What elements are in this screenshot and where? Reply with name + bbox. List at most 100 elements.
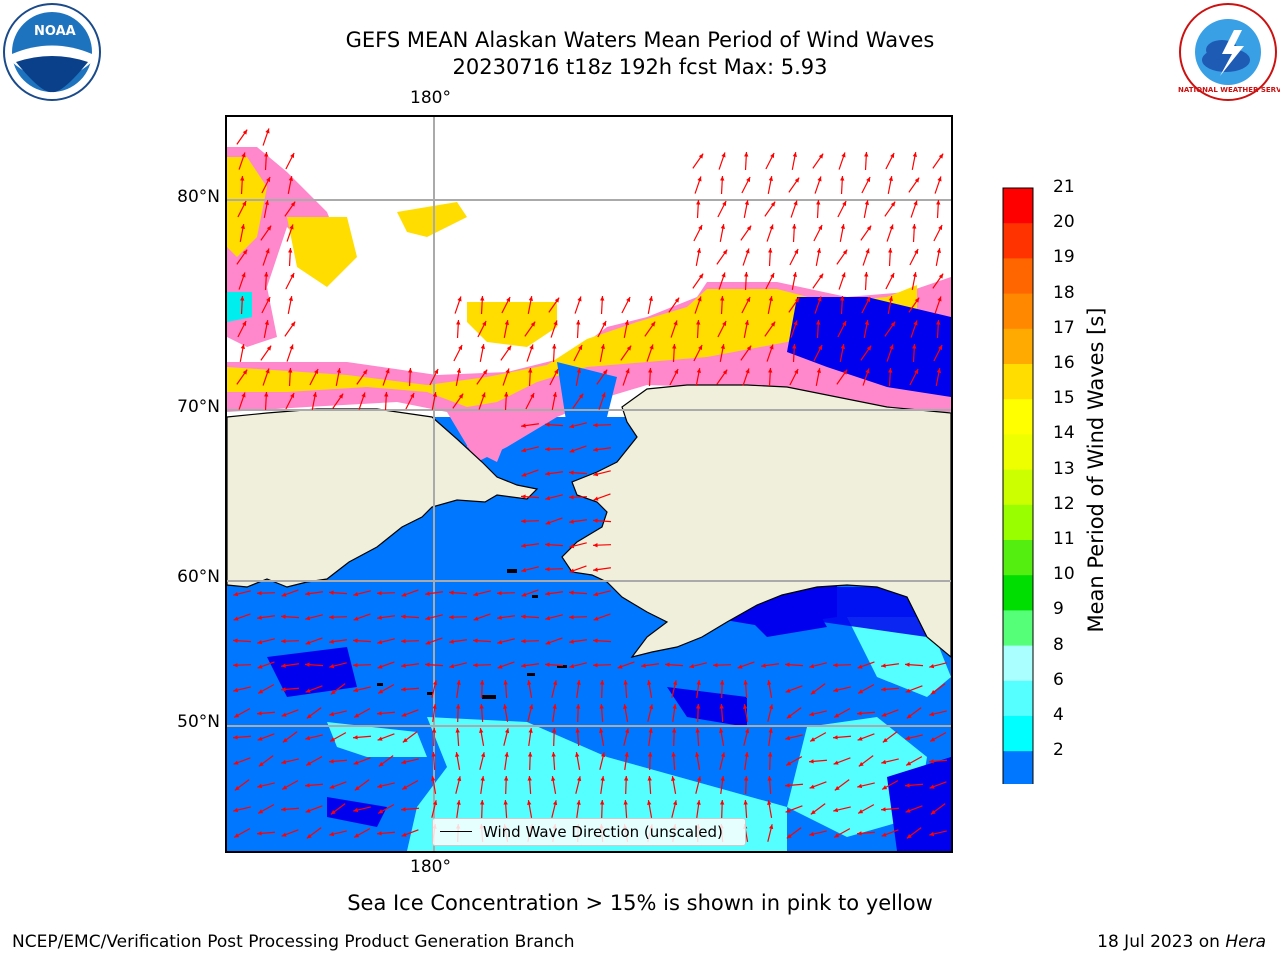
wave-direction-arrowhead bbox=[818, 224, 823, 230]
wave-direction-arrowhead bbox=[906, 833, 912, 839]
wave-direction-arrowhead bbox=[746, 345, 752, 351]
wave-direction-arrowhead bbox=[329, 784, 335, 789]
colorbar-segment bbox=[1003, 716, 1033, 752]
wave-direction-arrowhead bbox=[841, 272, 846, 278]
lat-label-70: 70°N bbox=[177, 397, 220, 417]
wave-direction-arrowhead bbox=[353, 807, 359, 813]
wave-direction-arrowhead bbox=[769, 344, 774, 350]
wave-direction-arrowhead bbox=[929, 711, 935, 717]
wave-direction-arrowhead bbox=[473, 638, 478, 643]
wave-direction-arrowhead bbox=[650, 321, 656, 327]
colorbar-tick-label: 9 bbox=[1053, 599, 1064, 620]
wave-direction-arrowhead bbox=[624, 320, 629, 325]
wave-direction-arrowhead bbox=[408, 368, 413, 373]
wave-direction-arrowhead bbox=[938, 273, 944, 279]
nws-logo-text: NATIONAL WEATHER SERVICE bbox=[1178, 86, 1280, 94]
wave-direction-arrowhead bbox=[786, 713, 792, 719]
wave-direction-arrowhead bbox=[767, 752, 773, 757]
wave-direction-arrowhead bbox=[696, 368, 701, 373]
wave-direction-arrowhead bbox=[720, 176, 725, 181]
wave-direction-arrowhead bbox=[938, 153, 944, 159]
wave-direction-arrowhead bbox=[890, 272, 895, 278]
wave-direction-arrowhead bbox=[600, 344, 605, 349]
wave-direction-arrowhead bbox=[842, 200, 847, 206]
wave-direction-arrowhead bbox=[377, 783, 383, 789]
wave-direction-arrowhead bbox=[432, 704, 437, 709]
wave-direction-arrowhead bbox=[569, 470, 574, 475]
wave-direction-arrowhead bbox=[378, 761, 384, 767]
wave-direction-arrowhead bbox=[864, 152, 869, 157]
wave-direction-arrowhead bbox=[354, 713, 360, 718]
wave-direction-arrowhead bbox=[794, 177, 800, 183]
wave-direction-arrowhead bbox=[719, 800, 725, 805]
wave-direction-arrowhead bbox=[290, 392, 295, 398]
wave-direction-arrowhead bbox=[793, 320, 798, 326]
wave-direction-arrowhead bbox=[722, 320, 727, 326]
wave-direction-arrowhead bbox=[617, 664, 623, 669]
wave-direction-arrowhead bbox=[479, 680, 485, 685]
wave-direction-arrowhead bbox=[455, 704, 461, 709]
wave-direction-arrowhead bbox=[905, 688, 911, 693]
wave-direction-arrowhead bbox=[378, 689, 384, 694]
wave-direction-arrowhead bbox=[593, 447, 598, 452]
wave-direction-arrowhead bbox=[545, 615, 551, 621]
wave-direction-arrowhead bbox=[578, 344, 583, 350]
lat-label-80: 80°N bbox=[177, 187, 220, 207]
wave-direction-arrowhead bbox=[890, 152, 895, 158]
wave-direction-arrowhead bbox=[647, 752, 653, 757]
wave-direction-arrowhead bbox=[882, 785, 888, 790]
wave-direction-arrowhead bbox=[602, 320, 607, 326]
wave-direction-arrowhead bbox=[593, 518, 598, 523]
wave-direction-arrowhead bbox=[233, 638, 238, 643]
wave-direction-arrowhead bbox=[266, 176, 271, 182]
wave-direction-arrowhead bbox=[401, 592, 407, 597]
wave-direction-arrowhead bbox=[696, 800, 701, 805]
wave-direction-arrowhead bbox=[384, 392, 389, 397]
footer-date-text: 18 Jul 2023 on bbox=[1097, 932, 1226, 952]
wave-direction-arrowhead bbox=[719, 704, 724, 709]
wave-direction-arrowhead bbox=[385, 368, 390, 374]
wave-direction-arrowhead bbox=[881, 663, 886, 668]
wave-direction-arrowhead bbox=[545, 662, 550, 667]
wave-direction-arrowhead bbox=[768, 728, 773, 733]
lat-label-50: 50°N bbox=[177, 712, 220, 732]
wave-direction-arrowhead bbox=[377, 590, 382, 596]
wave-direction-arrowhead bbox=[336, 368, 341, 373]
colorbar-segment bbox=[1003, 223, 1033, 259]
wave-direction-arrowhead bbox=[290, 321, 296, 327]
wave-direction-arrowhead bbox=[281, 663, 286, 668]
wave-direction-arrowhead bbox=[698, 344, 703, 350]
wave-direction-arrowhead bbox=[576, 776, 582, 782]
wave-direction-arrowhead bbox=[746, 225, 752, 231]
wave-direction-arrowhead bbox=[449, 614, 454, 620]
wave-direction-arrowhead bbox=[770, 152, 775, 158]
wave-direction-arrowhead bbox=[858, 809, 864, 814]
wave-direction-arrowhead bbox=[809, 663, 815, 669]
wave-direction-arrowhead bbox=[265, 128, 270, 134]
wave-direction-arrowhead bbox=[914, 297, 920, 303]
wave-direction-arrowhead bbox=[281, 759, 287, 765]
colorbar bbox=[1002, 187, 1034, 784]
wave-direction-arrowhead bbox=[482, 369, 488, 375]
wave-direction-arrowhead bbox=[696, 248, 701, 253]
footer-date: 18 Jul 2023 on Hera bbox=[1097, 932, 1266, 952]
wave-direction-arrowhead bbox=[329, 663, 335, 669]
wave-direction-arrowhead bbox=[503, 680, 508, 685]
graticule bbox=[227, 117, 951, 851]
wave-direction-arrowhead bbox=[264, 392, 269, 397]
wave-direction-arrowhead bbox=[281, 614, 286, 619]
wave-direction-arrowhead bbox=[842, 320, 847, 326]
wave-direction-arrowhead bbox=[329, 759, 334, 764]
colorbar-tick-label: 16 bbox=[1053, 353, 1075, 373]
wave-direction-arrowhead bbox=[521, 567, 527, 573]
wave-direction-arrowhead bbox=[240, 224, 245, 229]
wave-direction-arrowhead bbox=[866, 296, 871, 302]
wave-direction-arrowhead bbox=[930, 689, 936, 695]
wave-direction-arrowhead bbox=[329, 831, 335, 837]
wave-direction-arrowhead bbox=[890, 201, 896, 207]
wave-direction-arrowhead bbox=[553, 320, 558, 326]
wave-direction-arrowhead bbox=[576, 368, 581, 373]
wave-direction-arrowhead bbox=[306, 761, 312, 766]
wave-direction-arrowhead bbox=[305, 591, 310, 596]
wave-direction-arrowhead bbox=[818, 273, 824, 279]
